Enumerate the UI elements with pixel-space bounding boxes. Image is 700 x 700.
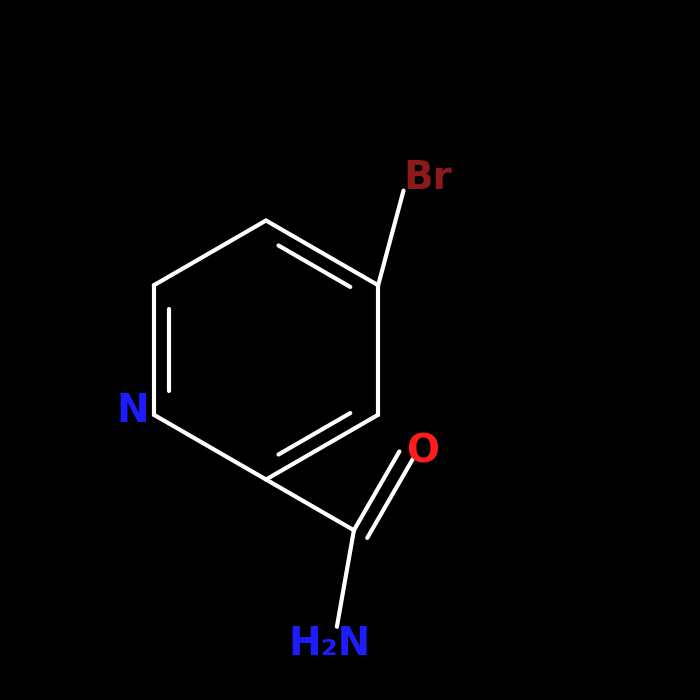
Text: O: O [406, 433, 439, 470]
Text: N: N [116, 392, 149, 430]
Text: Br: Br [404, 159, 452, 197]
Text: H₂N: H₂N [289, 625, 371, 664]
